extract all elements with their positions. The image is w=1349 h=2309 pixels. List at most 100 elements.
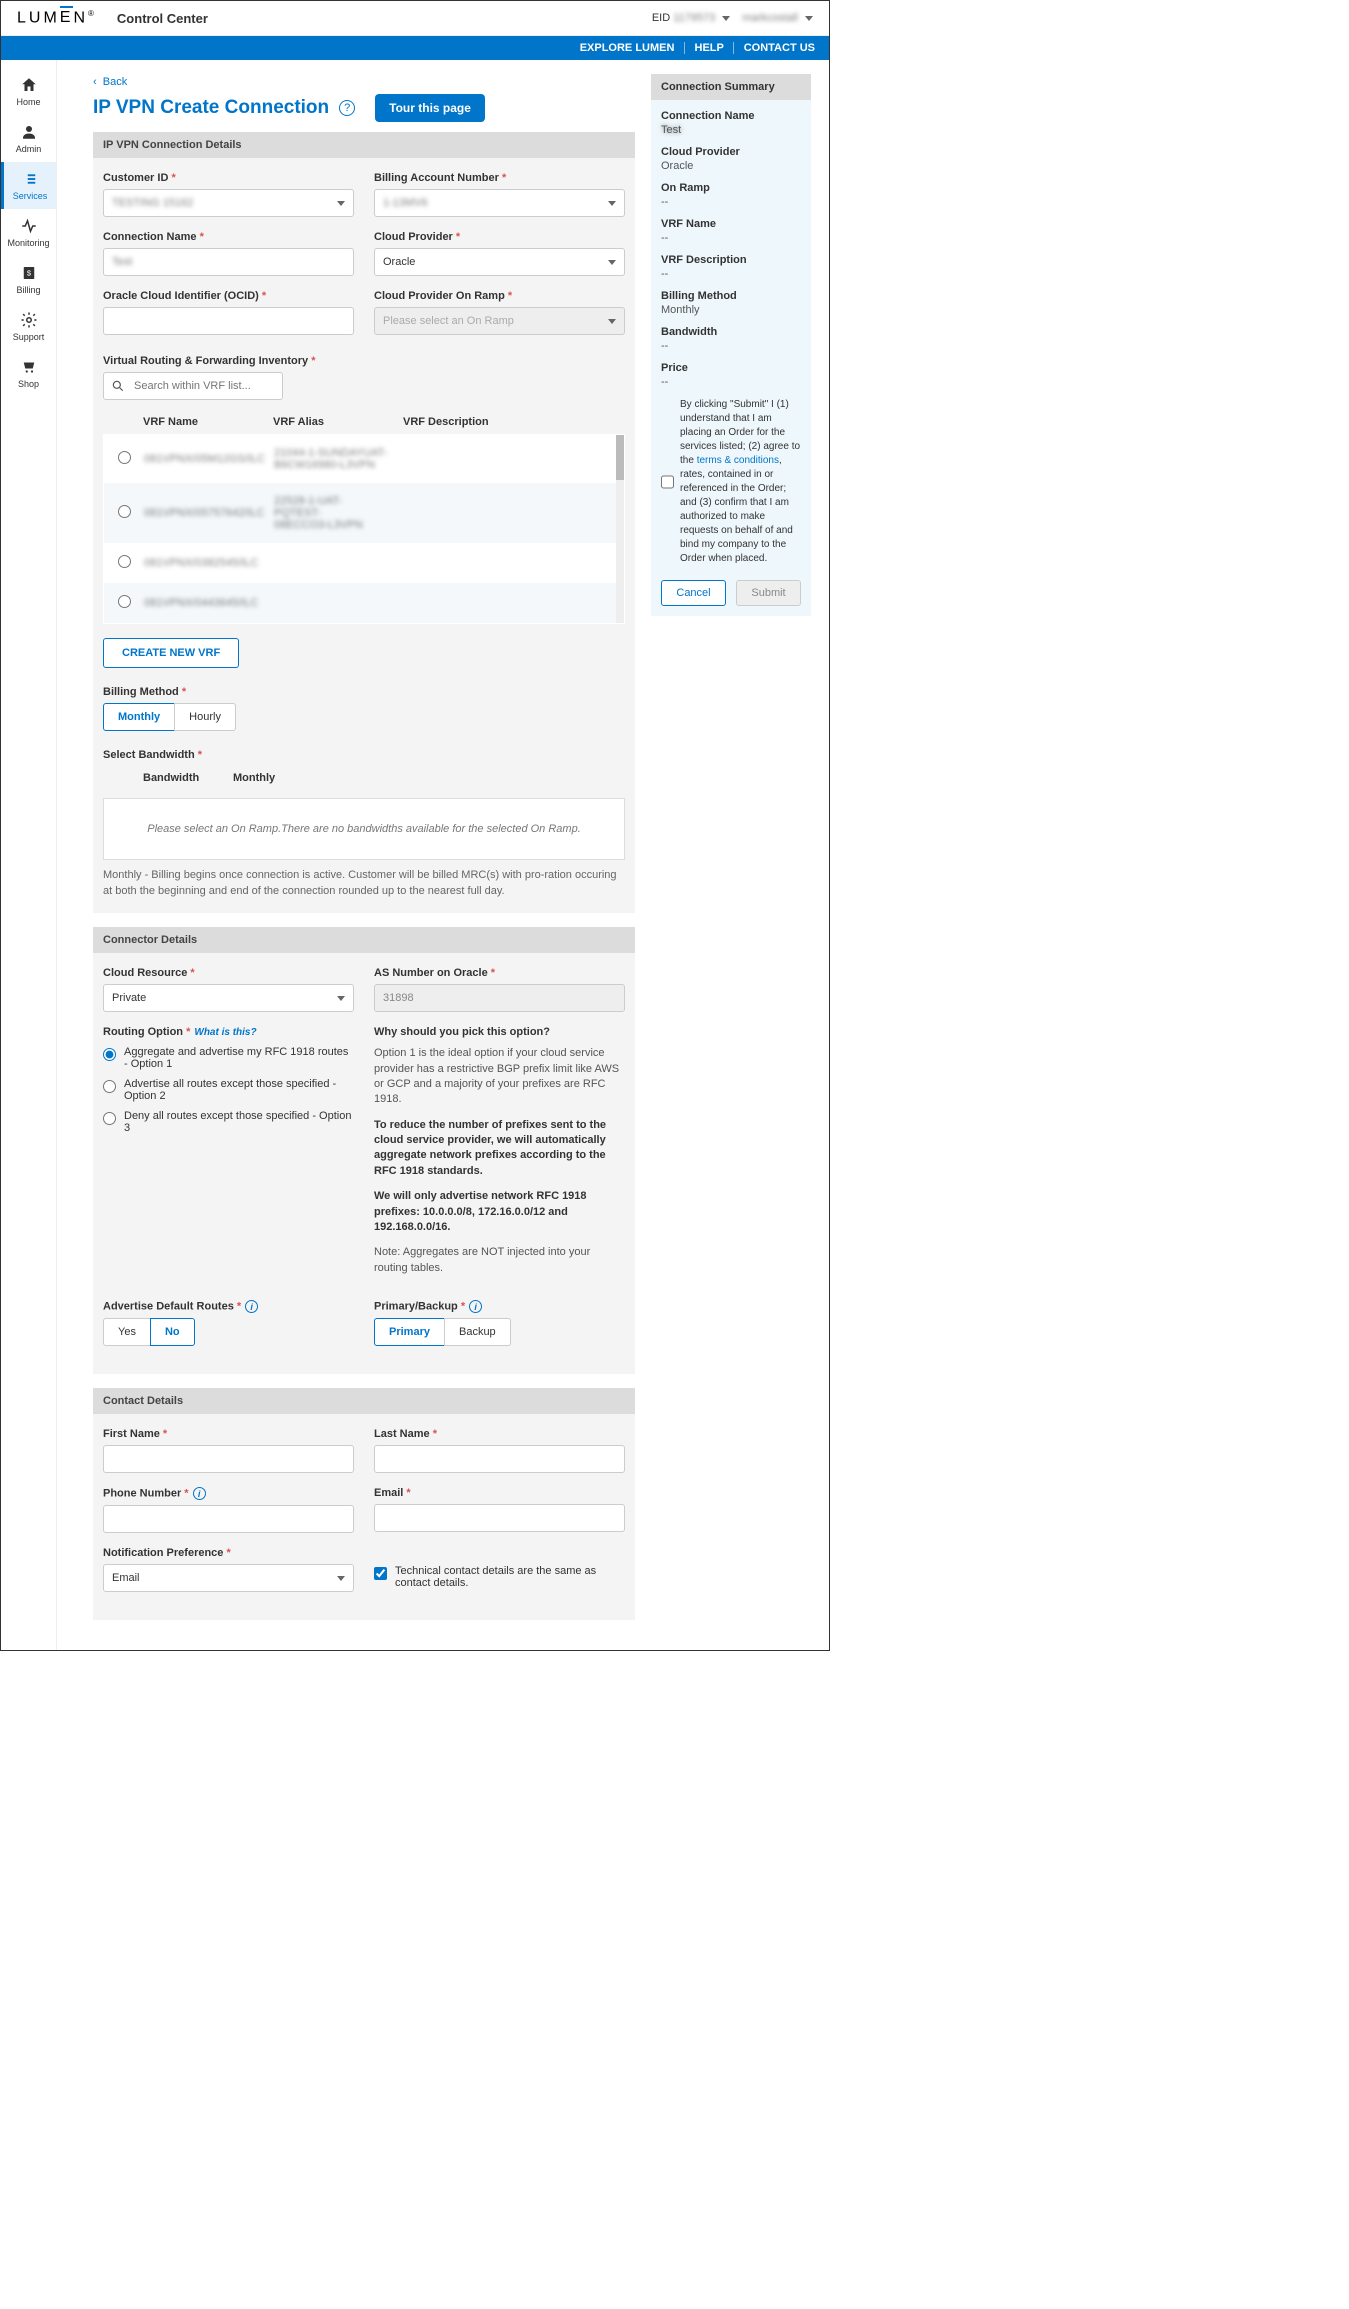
sidebar-item-monitoring[interactable]: Monitoring — [1, 209, 56, 256]
ban-label: Billing Account Number * — [374, 172, 625, 184]
sum-conn-name-label: Connection Name — [661, 110, 801, 122]
email-label: Email * — [374, 1487, 625, 1499]
pb-backup[interactable]: Backup — [444, 1318, 511, 1346]
terms-block: By clicking "Submit" I (1) understand th… — [661, 398, 801, 566]
cloud-provider-select[interactable]: Oracle — [374, 248, 625, 276]
info-icon[interactable]: i — [245, 1300, 258, 1313]
help-icon[interactable]: ? — [339, 100, 355, 116]
sidebar-item-shop[interactable]: Shop — [1, 350, 56, 397]
sidebar-item-support[interactable]: Support — [1, 303, 56, 350]
chevron-down-icon — [337, 996, 345, 1001]
sum-vrfname-label: VRF Name — [661, 218, 801, 230]
sidebar-item-services[interactable]: Services — [1, 162, 56, 209]
list-icon — [21, 170, 39, 188]
sum-cp-label: Cloud Provider — [661, 146, 801, 158]
sum-billing-label: Billing Method — [661, 290, 801, 302]
sidebar-item-billing[interactable]: $ Billing — [1, 256, 56, 303]
eid-block[interactable]: EID 1179573 — [652, 12, 730, 24]
billing-toggle: Monthly Hourly — [103, 703, 625, 731]
contact-details-panel: Contact Details First Name * Last Name * — [93, 1388, 635, 1620]
pb-primary[interactable]: Primary — [374, 1318, 445, 1346]
nav-help[interactable]: HELP — [684, 42, 724, 54]
create-vrf-button[interactable]: CREATE NEW VRF — [103, 638, 239, 668]
connection-summary-panel: Connection Summary Connection NameTest C… — [651, 74, 811, 616]
nav-explore[interactable]: EXPLORE LUMEN — [570, 42, 675, 54]
vrf-search-input[interactable] — [103, 372, 283, 400]
last-name-input[interactable] — [374, 1445, 625, 1473]
routing-option-2[interactable]: Advertise all routes except those specif… — [103, 1078, 354, 1102]
cancel-button[interactable]: Cancel — [661, 580, 726, 606]
phone-input[interactable] — [103, 1505, 354, 1533]
vrf-row[interactable]: 081VPNX/05M12GS/ILC21044-1-SUNDAYUAT- B6… — [104, 435, 624, 483]
panel-header: IP VPN Connection Details — [93, 132, 635, 158]
body-wrap: Home Admin Services Monitoring $ Billing… — [1, 60, 829, 1650]
conn-name-input[interactable]: Test — [103, 248, 354, 276]
sidebar-item-admin[interactable]: Admin — [1, 115, 56, 162]
adv-yes[interactable]: Yes — [103, 1318, 151, 1346]
app-frame: LUMEN® Control Center EID 1179573 markco… — [0, 0, 830, 1651]
back-link[interactable]: ‹ Back — [93, 76, 127, 88]
vrf-label: Virtual Routing & Forwarding Inventory * — [103, 355, 625, 367]
same-contact-checkbox[interactable]: Technical contact details are the same a… — [374, 1565, 625, 1589]
bandwidth-label: Select Bandwidth * — [103, 749, 625, 761]
header-title: Control Center — [117, 11, 208, 26]
info-icon[interactable]: i — [469, 1300, 482, 1313]
vrf-row[interactable]: 081VPNX/0382545/ILC — [104, 543, 624, 583]
cloud-resource-select[interactable]: Private — [103, 984, 354, 1012]
sum-bw-label: Bandwidth — [661, 326, 801, 338]
sum-onramp-value: -- — [661, 196, 801, 208]
why-p2: To reduce the number of prefixes sent to… — [374, 1118, 625, 1180]
customer-id-select[interactable]: TESTING 15162 — [103, 189, 354, 217]
info-icon[interactable]: i — [193, 1487, 206, 1500]
conn-name-label: Connection Name * — [103, 231, 354, 243]
chevron-down-icon — [608, 319, 616, 324]
billing-icon: $ — [20, 264, 38, 282]
sidebar-item-home[interactable]: Home — [1, 68, 56, 115]
search-icon — [111, 379, 125, 393]
submit-button[interactable]: Submit — [736, 580, 801, 606]
adv-toggle: Yes No — [103, 1318, 354, 1346]
billing-hourly[interactable]: Hourly — [174, 703, 236, 731]
billing-monthly[interactable]: Monthly — [103, 703, 175, 731]
ocid-input[interactable] — [103, 307, 354, 335]
first-name-input[interactable] — [103, 1445, 354, 1473]
tour-button[interactable]: Tour this page — [375, 94, 485, 122]
routing-option-label: Routing Option *What is this? — [103, 1026, 354, 1038]
why-p1: Option 1 is the ideal option if your clo… — [374, 1046, 625, 1108]
ban-select[interactable]: 1-13MV6 — [374, 189, 625, 217]
header-right: EID 1179573 markcostall — [652, 12, 813, 24]
gear-icon — [20, 311, 38, 329]
bw-empty-message: Please select an On Ramp.There are no ba… — [103, 798, 625, 860]
terms-checkbox[interactable] — [661, 398, 674, 566]
scrollbar[interactable] — [616, 435, 624, 623]
last-name-label: Last Name * — [374, 1428, 625, 1440]
vrf-search — [103, 372, 283, 400]
what-is-this-link[interactable]: What is this? — [194, 1027, 256, 1038]
nav-contact[interactable]: CONTACT US — [733, 42, 815, 54]
onramp-select[interactable]: Please select an On Ramp — [374, 307, 625, 335]
cart-icon — [20, 358, 38, 376]
asn-input: 31898 — [374, 984, 625, 1012]
activity-icon — [20, 217, 38, 235]
first-name-label: First Name * — [103, 1428, 354, 1440]
why-title: Why should you pick this option? — [374, 1026, 625, 1038]
connector-details-panel: Connector Details Cloud Resource * Priva… — [93, 927, 635, 1374]
email-input[interactable] — [374, 1504, 625, 1532]
adv-no[interactable]: No — [150, 1318, 195, 1346]
adv-routes-label: Advertise Default Routes *i — [103, 1300, 354, 1313]
chevron-down-icon — [337, 201, 345, 206]
vrf-table-header: VRF Name VRF Alias VRF Description — [103, 410, 625, 434]
terms-link[interactable]: terms & conditions — [697, 455, 779, 466]
why-p3: We will only advertise network RFC 1918 … — [374, 1189, 625, 1235]
panel-header: Connector Details — [93, 927, 635, 953]
sum-price-value: -- — [661, 376, 801, 388]
user-menu[interactable]: markcostall — [742, 12, 813, 24]
vrf-row[interactable]: 081VPNX/0443645/ILC — [104, 583, 624, 623]
notif-pref-select[interactable]: Email — [103, 1564, 354, 1592]
sidebar: Home Admin Services Monitoring $ Billing… — [1, 60, 57, 1650]
routing-option-1[interactable]: Aggregate and advertise my RFC 1918 rout… — [103, 1046, 354, 1070]
home-icon — [20, 76, 38, 94]
summary-column: Connection Summary Connection NameTest C… — [651, 74, 811, 616]
routing-option-3[interactable]: Deny all routes except those specified -… — [103, 1110, 354, 1134]
vrf-row[interactable]: 081VPNX/05757642/ILC22528-1-UAT- PQTEST-… — [104, 483, 624, 543]
